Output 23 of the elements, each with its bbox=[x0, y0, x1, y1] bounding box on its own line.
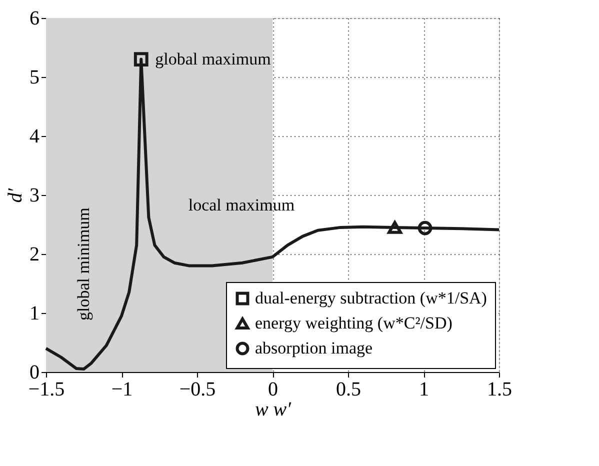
y-tick-label: 1 bbox=[30, 302, 40, 324]
x-tick-label: 1.5 bbox=[487, 378, 512, 400]
point bbox=[418, 220, 432, 236]
y-tick-label: 2 bbox=[30, 244, 40, 266]
x-axis-title: w w′ bbox=[254, 398, 292, 420]
x-tick-label: −0.5 bbox=[179, 378, 216, 400]
legend-label: absorption image bbox=[255, 338, 373, 358]
y-axis-title: d′ bbox=[4, 188, 26, 203]
x-tick-label: −1 bbox=[111, 378, 133, 400]
y-tick-label: 6 bbox=[30, 8, 40, 30]
annotation: global minimum bbox=[74, 208, 93, 320]
point bbox=[134, 52, 148, 66]
legend-label: energy weighting (w*C²/SD) bbox=[255, 314, 452, 332]
point bbox=[388, 221, 402, 234]
legend-label: dual-energy subtraction (w*1/SA) bbox=[255, 288, 487, 308]
y-tick-label: 4 bbox=[30, 126, 40, 148]
annotation: local maximum bbox=[188, 195, 295, 214]
y-tick-label: 3 bbox=[30, 184, 40, 206]
annotation: global maximum bbox=[155, 49, 271, 68]
x-tick-label: 1 bbox=[419, 378, 429, 400]
y-tick-label: 5 bbox=[30, 66, 40, 88]
x-tick-label: 0.5 bbox=[336, 378, 361, 400]
x-tick-label: 0 bbox=[268, 378, 278, 400]
